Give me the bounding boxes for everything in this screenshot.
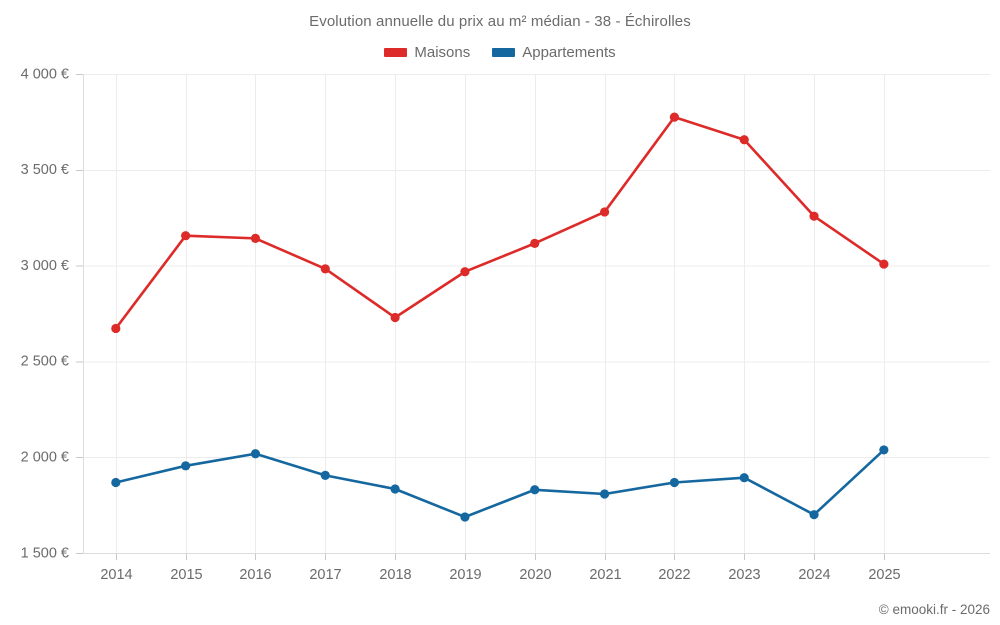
data-point-appartements-2021[interactable] <box>599 489 610 499</box>
x-tick-label: 2015 <box>170 567 202 583</box>
y-tick-label: 3 000 € <box>21 258 69 274</box>
x-tick-label: 2020 <box>519 567 551 583</box>
data-point-maisons-2017[interactable] <box>320 264 330 274</box>
data-point-appartements-2019[interactable] <box>460 512 470 522</box>
data-point-maisons-2019[interactable] <box>460 267 470 277</box>
series-line-appartements <box>114 448 886 519</box>
data-point-appartements-2017[interactable] <box>320 470 330 480</box>
legend-item-maisons[interactable]: Maisons <box>384 44 470 61</box>
x-tick-label: 2019 <box>449 567 481 583</box>
data-point-maisons-2020[interactable] <box>530 238 540 248</box>
legend-label-appartements: Appartements <box>522 44 616 61</box>
data-point-maisons-2023[interactable] <box>739 135 749 145</box>
x-tick-label: 2021 <box>589 567 621 583</box>
y-tick-label: 1 500 € <box>21 545 69 561</box>
data-point-appartements-2020[interactable] <box>530 485 540 495</box>
data-point-appartements-2016[interactable] <box>250 449 261 459</box>
data-point-maisons-2015[interactable] <box>181 231 191 241</box>
data-point-appartements-2018[interactable] <box>390 484 400 494</box>
y-tick-label: 3 500 € <box>21 162 69 178</box>
x-tick-label: 2024 <box>798 567 830 583</box>
legend-swatch-maisons <box>384 48 408 57</box>
data-point-maisons-2016[interactable] <box>250 233 261 243</box>
data-point-appartements-2023[interactable] <box>739 473 749 483</box>
credit-text: © emooki.fr - 2026 <box>878 602 990 617</box>
x-tick-label: 2018 <box>379 567 411 583</box>
data-point-maisons-2014[interactable] <box>111 323 121 334</box>
legend-swatch-appartements <box>492 48 516 57</box>
y-tick-label: 2 000 € <box>21 450 69 466</box>
legend-label-maisons: Maisons <box>414 44 471 61</box>
data-point-appartements-2014[interactable] <box>111 477 121 488</box>
chart-title: Evolution annuelle du prix au m² médian … <box>309 13 691 30</box>
x-tick-label: 2016 <box>239 567 271 583</box>
data-point-maisons-2024[interactable] <box>809 211 819 221</box>
legend-item-appartements[interactable]: Appartements <box>492 44 616 61</box>
y-tick-label: 4 000 € <box>21 66 69 82</box>
data-point-maisons-2021[interactable] <box>599 207 610 217</box>
x-tick-label: 2025 <box>868 567 900 583</box>
y-tick-label: 2 500 € <box>21 354 69 370</box>
data-point-appartements-2022[interactable] <box>669 477 680 488</box>
data-point-appartements-2025[interactable] <box>879 445 889 455</box>
data-point-maisons-2018[interactable] <box>390 312 400 323</box>
data-point-maisons-2025[interactable] <box>879 259 889 269</box>
series-line-maisons <box>114 115 886 330</box>
x-tick-label: 2014 <box>100 567 132 583</box>
data-point-appartements-2024[interactable] <box>809 510 819 520</box>
x-tick-label: 2023 <box>728 567 760 583</box>
data-point-appartements-2015[interactable] <box>181 461 191 471</box>
x-tick-label: 2017 <box>309 567 341 583</box>
data-point-maisons-2022[interactable] <box>669 112 680 122</box>
x-tick-label: 2022 <box>658 567 690 583</box>
chart-legend: Maisons Appartements <box>0 44 1000 61</box>
